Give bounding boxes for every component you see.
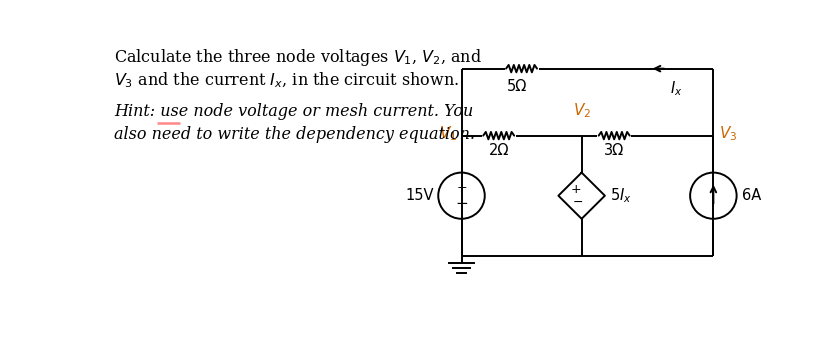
Text: $I_x$: $I_x$ bbox=[670, 79, 682, 98]
Text: $V_3$ and the current $I_x$, in the circuit shown.: $V_3$ and the current $I_x$, in the circ… bbox=[114, 70, 459, 90]
Text: also need to write the dependency equation.: also need to write the dependency equati… bbox=[114, 125, 475, 143]
Text: Hint: use node voltage or mesh current. You: Hint: use node voltage or mesh current. … bbox=[114, 103, 474, 119]
Text: −: − bbox=[455, 196, 468, 211]
Text: $V_3$: $V_3$ bbox=[719, 124, 738, 143]
Text: $5I_x$: $5I_x$ bbox=[611, 186, 632, 205]
Text: −: − bbox=[573, 196, 583, 209]
Text: 2Ω: 2Ω bbox=[489, 143, 509, 158]
Text: Calculate the three node voltages $V_1$, $V_2$, and: Calculate the three node voltages $V_1$,… bbox=[114, 47, 482, 68]
Text: +: + bbox=[456, 181, 467, 194]
Text: 6A: 6A bbox=[742, 188, 761, 203]
Text: 3Ω: 3Ω bbox=[604, 143, 624, 158]
Text: +: + bbox=[571, 183, 581, 196]
Text: $V_1$: $V_1$ bbox=[438, 124, 457, 143]
Text: 5Ω: 5Ω bbox=[507, 79, 527, 94]
Text: 15V: 15V bbox=[405, 188, 433, 203]
Text: $V_2$: $V_2$ bbox=[573, 102, 591, 120]
